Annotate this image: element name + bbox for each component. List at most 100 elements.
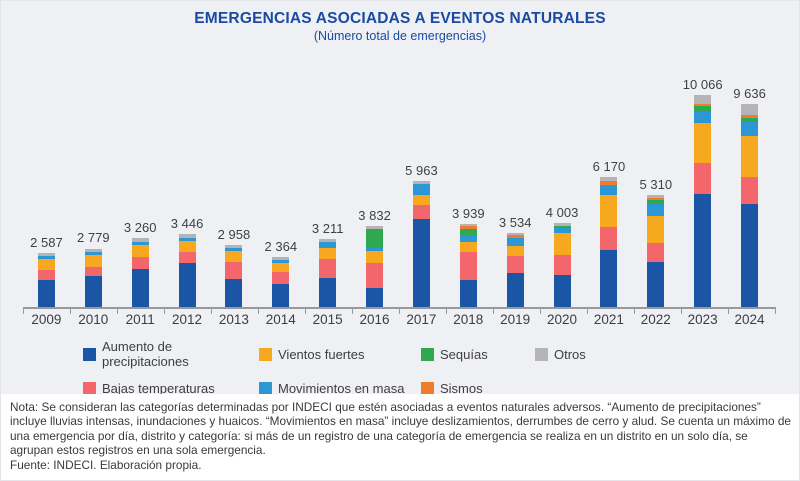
axis-tick bbox=[211, 307, 212, 314]
bar-column-2013: 2 958 bbox=[211, 76, 258, 307]
year-label: 2017 bbox=[406, 312, 437, 327]
year-label: 2019 bbox=[500, 312, 531, 327]
year-label: 2016 bbox=[359, 312, 390, 327]
segment-movimientos-en-masa bbox=[178, 237, 196, 242]
legend-swatch-icon bbox=[421, 382, 434, 395]
bar-total-label: 10 066 bbox=[682, 77, 723, 93]
legend-label: Otros bbox=[554, 346, 586, 362]
year-label: 2022 bbox=[640, 312, 671, 327]
segment-vientos-fuertes bbox=[412, 195, 430, 206]
segment-sequias bbox=[553, 225, 571, 229]
segment-sequias bbox=[366, 229, 384, 248]
legend-label: Aumento de precipitaciones bbox=[102, 339, 189, 369]
legend-label: Vientos fuertes bbox=[278, 346, 365, 362]
segment-movimientos-en-masa bbox=[553, 228, 571, 233]
year-label: 2024 bbox=[734, 312, 765, 327]
segment-bajas-temperaturas bbox=[553, 255, 571, 275]
segment-otros bbox=[319, 239, 337, 243]
segment-otros bbox=[459, 224, 477, 227]
legend-swatch-icon bbox=[535, 347, 548, 361]
axis-tick bbox=[681, 307, 682, 314]
segment-aumento-de-precipitaciones bbox=[84, 276, 102, 307]
legend-swatch-icon bbox=[259, 382, 272, 395]
segment-otros bbox=[84, 248, 102, 252]
bar-total-label: 2 779 bbox=[77, 230, 110, 246]
segment-bajas-temperaturas bbox=[84, 266, 102, 277]
segment-bajas-temperaturas bbox=[131, 256, 149, 269]
segment-aumento-de-precipitaciones bbox=[459, 280, 477, 307]
stacked-bar-2020 bbox=[553, 222, 571, 307]
bar-total-label: 4 003 bbox=[545, 204, 579, 220]
segment-aumento-de-precipitaciones bbox=[366, 287, 384, 307]
axis-tick bbox=[70, 307, 71, 314]
year-label: 2010 bbox=[78, 312, 109, 327]
legend-swatch-icon bbox=[83, 382, 96, 395]
segment-vientos-fuertes bbox=[131, 244, 149, 257]
segment-bajas-temperaturas bbox=[506, 256, 524, 274]
segment-bajas-temperaturas bbox=[366, 263, 384, 288]
segment-aumento-de-precipitaciones bbox=[272, 284, 290, 307]
segment-aumento-de-precipitaciones bbox=[647, 261, 665, 307]
segment-vientos-fuertes bbox=[37, 258, 55, 271]
stacked-bar-2011 bbox=[131, 238, 149, 307]
segment-aumento-de-precipitaciones bbox=[319, 278, 337, 307]
segment-aumento-de-precipitaciones bbox=[553, 274, 571, 307]
segment-vientos-fuertes bbox=[694, 123, 712, 164]
stacked-bar-2017 bbox=[412, 181, 430, 307]
segment-movimientos-en-masa bbox=[37, 255, 55, 259]
segment-vientos-fuertes bbox=[319, 248, 337, 260]
year-label: 2015 bbox=[312, 312, 343, 327]
segment-movimientos-en-masa bbox=[366, 247, 384, 252]
segment-bajas-temperaturas bbox=[459, 252, 477, 281]
year-label: 2018 bbox=[453, 312, 484, 327]
segment-movimientos-en-masa bbox=[647, 203, 665, 217]
segment-bajas-temperaturas bbox=[319, 259, 337, 279]
segment-otros bbox=[366, 226, 384, 230]
segment-otros bbox=[647, 195, 665, 198]
segment-otros bbox=[553, 222, 571, 226]
axis-tick bbox=[164, 307, 165, 314]
bar-column-2021: 6 170 bbox=[586, 76, 633, 307]
stacked-bar-2013 bbox=[225, 244, 243, 307]
axis-tick bbox=[587, 307, 588, 314]
bar-total-label: 5 963 bbox=[405, 163, 438, 179]
year-label: 2011 bbox=[125, 312, 155, 327]
segment-vientos-fuertes bbox=[506, 245, 524, 257]
segment-sequias bbox=[459, 228, 477, 235]
bar-total-label: 3 211 bbox=[311, 221, 344, 237]
axis-tick bbox=[305, 307, 306, 314]
year-label: 2013 bbox=[218, 312, 249, 327]
stacked-bar-2018 bbox=[459, 224, 477, 307]
legend-item-movimientos-en-masa: Movimientos en masa bbox=[259, 381, 421, 396]
segment-vientos-fuertes bbox=[741, 135, 759, 177]
axis-tick bbox=[493, 307, 494, 314]
legend-label: Sismos bbox=[440, 381, 483, 396]
segment-sequias bbox=[694, 105, 712, 112]
bar-column-2020: 4 003 bbox=[539, 76, 586, 307]
note-area: Nota: Se consideran las categorías deter… bbox=[1, 394, 799, 480]
segment-sismos bbox=[600, 181, 618, 186]
bar-total-label: 2 958 bbox=[217, 226, 251, 242]
bar-total-label: 3 446 bbox=[170, 216, 204, 232]
year-label: 2012 bbox=[172, 312, 203, 327]
bar-column-2010: 2 779 bbox=[70, 76, 117, 307]
axis-tick bbox=[352, 307, 353, 314]
segment-otros bbox=[272, 257, 290, 261]
legend-label: Movimientos en masa bbox=[278, 381, 405, 396]
stacked-bar-2023 bbox=[694, 95, 712, 307]
segment-movimientos-en-masa bbox=[694, 111, 712, 124]
segment-bajas-temperaturas bbox=[178, 252, 196, 264]
bar-column-2012: 3 446 bbox=[164, 76, 211, 307]
x-axis-line bbox=[23, 307, 776, 314]
segment-aumento-de-precipitaciones bbox=[131, 268, 149, 307]
stacked-bar-2012 bbox=[178, 234, 196, 307]
axis-tick bbox=[540, 307, 541, 314]
legend-item-sismos: Sismos bbox=[421, 381, 535, 396]
legend-swatch-icon bbox=[83, 347, 96, 361]
legend-swatch-icon bbox=[421, 347, 434, 361]
segment-sismos bbox=[506, 235, 524, 239]
segment-sismos bbox=[694, 103, 712, 106]
plot-area: 2 587 2 779 3 260 3 446 2 958 2 364 3 211 3 832… bbox=[23, 76, 773, 307]
segment-vientos-fuertes bbox=[600, 195, 618, 228]
